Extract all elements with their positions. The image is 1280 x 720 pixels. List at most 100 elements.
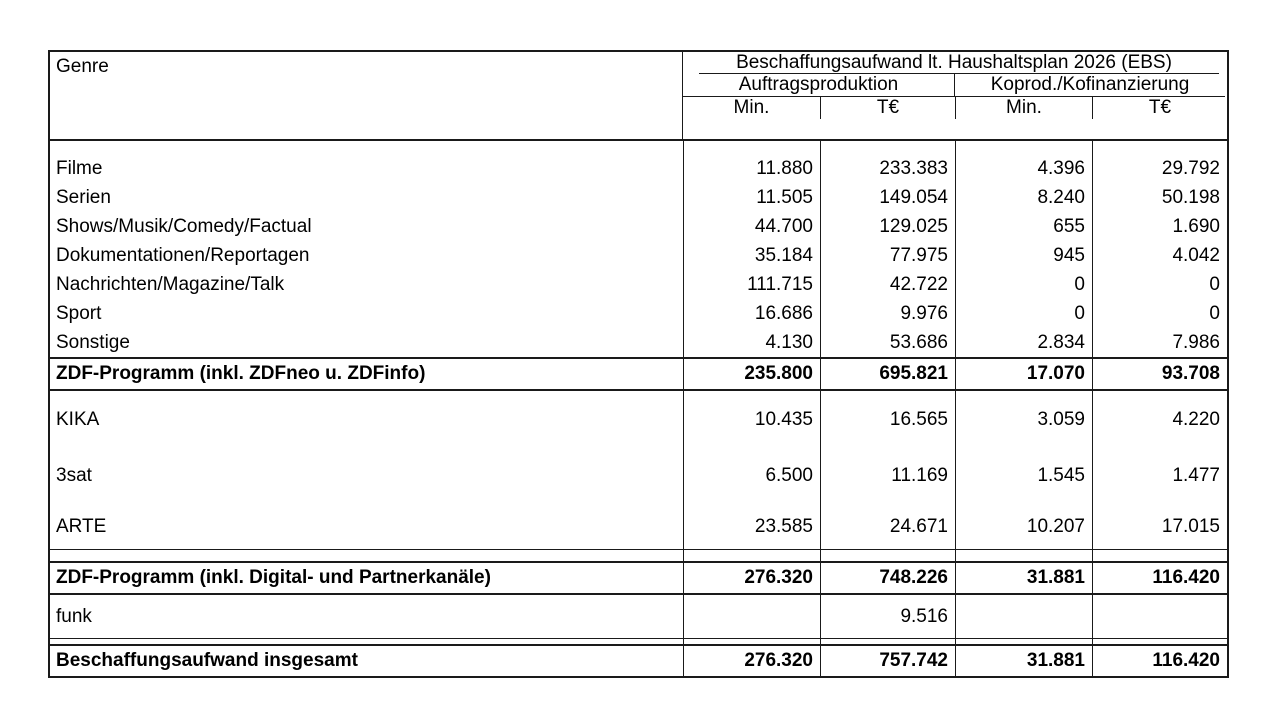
row-label: funk xyxy=(56,605,92,627)
cell-te-auftrag: 77.975 xyxy=(820,241,955,270)
cell-min-auftrag: 35.184 xyxy=(683,241,820,270)
cell-te-koprod xyxy=(1092,595,1227,638)
unit-header-min-2: Min. xyxy=(955,97,1092,119)
cell-min-auftrag: 11.880 xyxy=(683,154,820,183)
table-row-sonstige: Sonstige 4.130 53.686 2.834 7.986 xyxy=(50,328,1227,357)
table-row-dokumentationen: Dokumentationen/Reportagen 35.184 77.975… xyxy=(50,241,1227,270)
cell-te-auftrag: 757.742 xyxy=(820,646,955,676)
cell-min-auftrag: 23.585 xyxy=(683,504,820,549)
cell-te-koprod: 4.220 xyxy=(1092,391,1227,448)
row-label: Serien xyxy=(56,186,111,208)
cell-te-auftrag: 53.686 xyxy=(820,328,955,357)
table-row-filme: Filme 11.880 233.383 4.396 29.792 xyxy=(50,154,1227,183)
table-row-serien: Serien 11.505 149.054 8.240 50.198 xyxy=(50,183,1227,212)
table-row-arte: ARTE 23.585 24.671 10.207 17.015 xyxy=(50,504,1227,550)
total-row-partnerkanaele: ZDF-Programm (inkl. Digital- und Partner… xyxy=(50,561,1227,595)
table-row-kika: KIKA 10.435 16.565 3.059 4.220 xyxy=(50,391,1227,448)
cell-te-auftrag: 24.671 xyxy=(820,504,955,549)
cell-te-koprod: 17.015 xyxy=(1092,504,1227,549)
spacer-row xyxy=(50,639,1227,644)
row-label: Sport xyxy=(56,302,102,324)
subgroup-auftragsproduktion: Auftragsproduktion xyxy=(683,74,955,96)
table-row-sport: Sport 16.686 9.976 0 0 xyxy=(50,299,1227,328)
cell-te-koprod: 0 xyxy=(1092,299,1227,328)
unit-header-min-1: Min. xyxy=(733,97,770,118)
subgroup-header-row: Auftragsproduktion Koprod./Kofinanzierun… xyxy=(683,74,1225,97)
row-label: Dokumentationen/Reportagen xyxy=(56,244,310,266)
unit-header-te-1: T€ xyxy=(820,97,955,119)
cell-te-koprod: 93.708 xyxy=(1092,359,1227,389)
row-label: Nachrichten/Magazine/Talk xyxy=(56,273,285,295)
cell-te-auftrag: 233.383 xyxy=(820,154,955,183)
cell-min-koprod: 10.207 xyxy=(955,504,1092,549)
cell-te-auftrag: 42.722 xyxy=(820,270,955,299)
cell-te-auftrag: 9.516 xyxy=(820,595,955,638)
row-label: 3sat xyxy=(56,465,92,486)
cell-min-auftrag xyxy=(683,595,820,638)
cell-min-auftrag: 6.500 xyxy=(683,448,820,504)
cell-te-auftrag: 129.025 xyxy=(820,212,955,241)
total-label: ZDF-Programm (inkl. Digital- und Partner… xyxy=(56,567,491,588)
cell-te-koprod: 29.792 xyxy=(1092,154,1227,183)
row-label: Sonstige xyxy=(56,331,130,353)
cell-min-auftrag: 276.320 xyxy=(683,646,820,676)
cell-min-koprod: 31.881 xyxy=(955,563,1092,593)
cell-te-koprod: 1.690 xyxy=(1092,212,1227,241)
cell-min-koprod: 3.059 xyxy=(955,391,1092,448)
row-label: ARTE xyxy=(56,515,107,537)
cell-te-auftrag: 16.565 xyxy=(820,391,955,448)
cell-min-koprod: 4.396 xyxy=(955,154,1092,183)
table-row-funk: funk 9.516 xyxy=(50,595,1227,639)
total-row-zdf-programm: ZDF-Programm (inkl. ZDFneo u. ZDFinfo) 2… xyxy=(50,357,1227,391)
cell-min-koprod: 17.070 xyxy=(955,359,1092,389)
cell-te-koprod: 0 xyxy=(1092,270,1227,299)
cell-te-koprod: 4.042 xyxy=(1092,241,1227,270)
cell-te-auftrag: 149.054 xyxy=(820,183,955,212)
header-right-block: Beschaffungsaufwand lt. Haushaltsplan 20… xyxy=(683,52,1225,119)
cell-min-auftrag: 4.130 xyxy=(683,328,820,357)
total-label: Beschaffungsaufwand insgesamt xyxy=(56,650,358,671)
cell-min-koprod xyxy=(955,595,1092,638)
cell-min-koprod: 8.240 xyxy=(955,183,1092,212)
cell-te-auftrag: 9.976 xyxy=(820,299,955,328)
spacer-row xyxy=(50,550,1227,561)
group-title-header: Beschaffungsaufwand lt. Haushaltsplan 20… xyxy=(683,52,1225,74)
cell-min-auftrag: 10.435 xyxy=(683,391,820,448)
subgroup-koproduktion: Koprod./Kofinanzierung xyxy=(990,74,1190,95)
total-row-insgesamt: Beschaffungsaufwand insgesamt 276.320 75… xyxy=(50,644,1227,676)
total-label: ZDF-Programm (inkl. ZDFneo u. ZDFinfo) xyxy=(56,363,426,384)
row-label: Shows/Musik/Comedy/Factual xyxy=(56,215,312,237)
cell-te-auftrag: 11.169 xyxy=(820,448,955,504)
cell-min-auftrag: 44.700 xyxy=(683,212,820,241)
cell-min-auftrag: 235.800 xyxy=(683,359,820,389)
spacer-row xyxy=(50,141,1227,154)
cell-min-auftrag: 11.505 xyxy=(683,183,820,212)
cell-te-koprod: 116.420 xyxy=(1092,646,1227,676)
row-label: Filme xyxy=(56,157,103,179)
table-header: Genre Beschaffungsaufwand lt. Haushaltsp… xyxy=(50,52,1227,141)
cell-min-koprod: 655 xyxy=(955,212,1092,241)
unit-header-te-2: T€ xyxy=(1092,97,1227,119)
cell-te-koprod: 1.477 xyxy=(1092,448,1227,504)
row-label: KIKA xyxy=(56,408,100,430)
table-row-nachrichten: Nachrichten/Magazine/Talk 111.715 42.722… xyxy=(50,270,1227,299)
cell-te-koprod: 50.198 xyxy=(1092,183,1227,212)
cell-min-koprod: 31.881 xyxy=(955,646,1092,676)
cell-te-koprod: 7.986 xyxy=(1092,328,1227,357)
cell-min-auftrag: 16.686 xyxy=(683,299,820,328)
cell-min-auftrag: 111.715 xyxy=(683,270,820,299)
cell-te-auftrag: 748.226 xyxy=(820,563,955,593)
cell-min-koprod: 0 xyxy=(955,299,1092,328)
cell-min-koprod: 945 xyxy=(955,241,1092,270)
cell-min-auftrag: 276.320 xyxy=(683,563,820,593)
table-row-3sat: 3sat 6.500 11.169 1.545 1.477 xyxy=(50,448,1227,504)
cell-min-koprod: 2.834 xyxy=(955,328,1092,357)
cell-min-koprod: 0 xyxy=(955,270,1092,299)
unit-header-row: Min. T€ Min. T€ xyxy=(683,97,1225,119)
cell-min-koprod: 1.545 xyxy=(955,448,1092,504)
budget-table: Genre Beschaffungsaufwand lt. Haushaltsp… xyxy=(48,50,1229,678)
genre-column-header: Genre xyxy=(50,52,683,139)
table-row-shows: Shows/Musik/Comedy/Factual 44.700 129.02… xyxy=(50,212,1227,241)
cell-te-koprod: 116.420 xyxy=(1092,563,1227,593)
